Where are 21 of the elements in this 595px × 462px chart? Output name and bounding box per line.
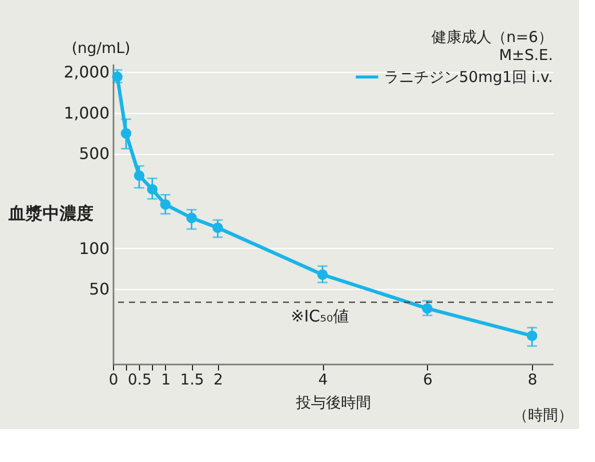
- x-tick-label: 1.5: [180, 370, 204, 388]
- x-tick-label: 2: [213, 370, 224, 388]
- x-tick-label: 8: [528, 370, 538, 388]
- x-axis-title: 投与後時間: [295, 394, 371, 412]
- x-tick-label: 0.5: [128, 370, 152, 388]
- y-axis-title: 血漿中濃度: [8, 204, 94, 224]
- y-tick-label: 1,000: [64, 103, 110, 122]
- x-tick-label: 0: [108, 370, 118, 388]
- y-tick-label: 500: [78, 144, 110, 164]
- x-tick-label: 4: [318, 370, 328, 388]
- y-tick-label: 100: [78, 238, 110, 258]
- y-tick-label: 50: [89, 280, 110, 299]
- text: （時間）: [513, 406, 573, 424]
- x-tick-label: 1: [161, 370, 171, 388]
- x-tick-label: 6: [423, 370, 433, 388]
- text: (ng/mL): [72, 39, 130, 57]
- legend-label: ラニチジン50mg1回 i.v.: [384, 68, 553, 86]
- text: M±S.E.: [498, 46, 553, 64]
- y-tick-label: 2,000: [64, 62, 110, 82]
- ref-line-label: ※IC₅₀値: [290, 306, 349, 326]
- text: 健康成人（n=6）: [431, 28, 553, 46]
